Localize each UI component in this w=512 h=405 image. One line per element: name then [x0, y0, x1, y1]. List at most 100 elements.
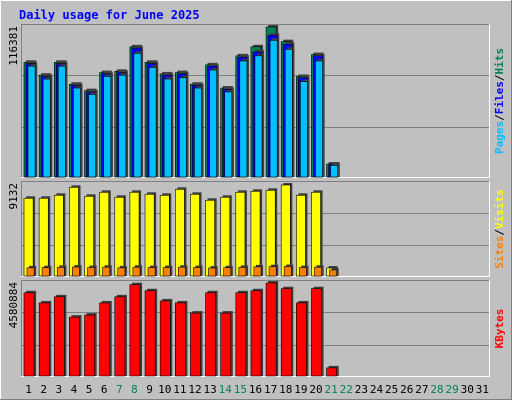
day-label-30: 30 [461, 383, 474, 396]
bar-pages-day-15-face [239, 60, 248, 178]
bar-pages-day-20-face [315, 60, 323, 178]
bar-kbytes-day-10 [159, 298, 173, 377]
bar-kbytes-day-3 [53, 294, 67, 377]
bar-visits-day-18-face [280, 184, 291, 277]
bar-kbytes-day-18 [280, 286, 294, 377]
bar-visits-day-6 [99, 190, 111, 277]
bar-visits-day-14-face [220, 196, 231, 277]
bar-visits-day-15 [235, 190, 247, 277]
bar-visits-day-18 [280, 183, 293, 277]
bar-sites-day-8 [132, 265, 143, 277]
legend-files: Files [493, 81, 506, 114]
bar-kbytes-day-12 [190, 311, 203, 377]
day-label-15: 15 [234, 383, 247, 396]
bar-kbytes-day-9 [144, 288, 158, 377]
bar-pages-day-19 [300, 79, 310, 178]
bar-kbytes-day-10-face [159, 300, 171, 377]
bar-visits-day-7-face [114, 196, 125, 277]
legend-kbytes: KBytes [493, 309, 506, 349]
bar-sites-day-16 [253, 264, 264, 277]
bar-sites-day-3 [56, 265, 67, 277]
panel-visits-sites: 9132 Sites/Visits [7, 181, 506, 277]
bar-visits-day-9-face [144, 193, 155, 277]
bar-pages-day-4 [73, 86, 83, 178]
day-label-18: 18 [279, 383, 292, 396]
day-label-8: 8 [131, 383, 138, 396]
day-label-2: 2 [40, 383, 47, 396]
day-label-1: 1 [25, 383, 32, 396]
bar-pages-day-13 [209, 68, 219, 178]
bar-pages-day-3 [57, 64, 68, 178]
bar-sites-day-21 [329, 268, 339, 277]
bar-kbytes-day-16 [250, 288, 264, 377]
bar-sites-day-12 [193, 265, 203, 277]
bar-sites-day-17-face [268, 266, 277, 277]
bar-pages-day-2-face [42, 78, 51, 178]
bar-sites-day-21-face [329, 269, 338, 277]
bar-sites-day-8-face [132, 266, 141, 277]
bar-pages-day-10 [163, 77, 174, 178]
bar-sites-day-14 [223, 265, 233, 277]
bar-kbytes-day-1-face [23, 292, 35, 377]
bar-pages-day-15 [239, 59, 249, 178]
bar-kbytes-day-2-face [38, 302, 50, 377]
bar-kbytes-day-9-face [144, 290, 156, 377]
bar-kbytes-day-13 [205, 290, 218, 377]
bar-sites-day-9 [147, 265, 158, 277]
bar-visits-day-1-face [23, 197, 34, 277]
bar-kbytes-day-11 [174, 300, 188, 377]
bar-visits-day-14 [220, 195, 232, 277]
bar-pages-day-12-face [194, 87, 202, 178]
bar-pages-day-21-face [330, 165, 339, 178]
legend-separator: / [493, 74, 506, 81]
panel-kbytes: 4580884 KBytes [7, 280, 506, 377]
bar-sites-day-11-face [177, 266, 186, 277]
bar-kbytes-day-20 [311, 286, 324, 377]
bar-kbytes-day-6-face [99, 302, 111, 377]
bar-sites-day-11 [177, 265, 188, 277]
bar-kbytes-day-6 [99, 300, 112, 377]
bar-sites-day-15 [238, 265, 248, 277]
bar-visits-day-16 [250, 189, 263, 277]
day-label-3: 3 [56, 383, 63, 396]
bar-sites-day-14-face [223, 267, 232, 277]
bar-pages-day-8-face [133, 52, 142, 178]
bar-pages-day-7 [118, 73, 128, 178]
bar-sites-day-16-face [253, 266, 262, 277]
bar-visits-day-13 [205, 198, 217, 277]
bar-sites-day-20 [314, 265, 324, 277]
day-label-7: 7 [116, 383, 123, 396]
bar-visits-day-11 [174, 187, 187, 277]
legend-kbytes: KBytes [493, 309, 506, 349]
day-label-22: 22 [340, 383, 353, 396]
bar-visits-day-16-face [250, 190, 261, 277]
bar-pages-day-14 [224, 89, 234, 178]
legend-visits: Visits [493, 189, 506, 229]
bar-sites-day-2-face [41, 267, 50, 277]
bar-kbytes-day-15 [235, 290, 248, 377]
day-label-10: 10 [158, 383, 171, 396]
bar-pages-day-9 [148, 65, 159, 178]
bar-visits-day-4 [69, 185, 81, 277]
bar-sites-day-1 [26, 265, 37, 277]
day-label-11: 11 [173, 383, 186, 396]
day-label-5: 5 [86, 383, 93, 396]
bar-sites-day-2 [41, 265, 52, 277]
bar-sites-day-5 [87, 265, 97, 277]
legend-sites-visits: Sites/Visits [493, 189, 506, 269]
day-label-21: 21 [325, 383, 338, 396]
bar-pages-day-8 [133, 51, 144, 178]
bar-pages-day-20 [315, 59, 325, 178]
bar-visits-day-4-face [69, 187, 79, 277]
bar-visits-day-15-face [235, 191, 246, 277]
bar-visits-day-20 [311, 190, 323, 277]
bar-kbytes-day-15-face [235, 292, 247, 377]
day-label-6: 6 [101, 383, 108, 396]
day-label-16: 16 [249, 383, 262, 396]
bar-sites-day-17 [268, 264, 279, 277]
bar-visits-day-3-face [53, 194, 64, 277]
bar-pages-day-17-face [269, 40, 278, 178]
bar-pages-day-16 [254, 53, 265, 178]
y-max-label: 116381 [7, 26, 20, 66]
